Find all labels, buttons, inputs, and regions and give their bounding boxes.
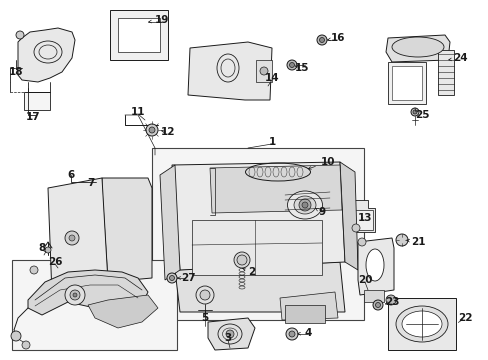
Bar (192, 220, 321, 275)
Polygon shape (357, 238, 393, 295)
Text: 27: 27 (177, 273, 195, 283)
Circle shape (412, 110, 416, 114)
Text: 20: 20 (357, 275, 371, 285)
Circle shape (149, 127, 155, 133)
Bar (391, 66, 421, 100)
Ellipse shape (391, 37, 443, 57)
Text: 17: 17 (26, 112, 40, 122)
Circle shape (237, 255, 246, 265)
Text: 13: 13 (357, 213, 371, 223)
Circle shape (372, 300, 382, 310)
Polygon shape (28, 270, 148, 315)
Circle shape (200, 290, 209, 300)
Bar (363, 290, 383, 302)
Text: 12: 12 (161, 127, 175, 137)
Circle shape (65, 285, 85, 305)
Bar (387, 62, 425, 104)
Circle shape (16, 31, 24, 39)
Bar (24, 92, 50, 110)
Polygon shape (160, 165, 180, 280)
Polygon shape (209, 165, 341, 213)
Polygon shape (280, 292, 337, 320)
Circle shape (73, 293, 77, 297)
Circle shape (357, 238, 365, 246)
Ellipse shape (401, 311, 441, 337)
Text: 9: 9 (315, 207, 325, 217)
Text: 25: 25 (414, 110, 428, 120)
Circle shape (169, 275, 174, 280)
Bar (387, 298, 455, 350)
Circle shape (302, 202, 307, 208)
Bar (12, 260, 177, 350)
Ellipse shape (287, 191, 322, 219)
Text: 22: 22 (457, 313, 471, 323)
Ellipse shape (365, 249, 383, 281)
Circle shape (410, 108, 418, 116)
Bar (118, 18, 160, 52)
Circle shape (395, 234, 407, 246)
Circle shape (289, 63, 294, 68)
Polygon shape (88, 295, 158, 328)
Circle shape (70, 290, 80, 300)
Circle shape (285, 328, 297, 340)
Circle shape (286, 60, 296, 70)
Polygon shape (18, 28, 75, 82)
Ellipse shape (293, 196, 315, 214)
Bar (354, 210, 372, 230)
Text: 1: 1 (268, 137, 275, 147)
Text: 6: 6 (67, 170, 75, 180)
Circle shape (22, 341, 30, 349)
Text: 15: 15 (294, 63, 308, 73)
Bar (256, 60, 271, 82)
Bar (110, 10, 168, 60)
Polygon shape (187, 42, 271, 100)
Text: 19: 19 (148, 15, 169, 25)
Circle shape (234, 252, 249, 268)
Polygon shape (385, 35, 449, 62)
Text: 8: 8 (38, 243, 45, 253)
Polygon shape (207, 318, 254, 350)
Circle shape (69, 235, 75, 241)
Circle shape (146, 124, 158, 136)
Text: 4: 4 (297, 328, 311, 338)
Bar (152, 148, 363, 320)
Bar (437, 50, 453, 95)
Text: 24: 24 (448, 53, 467, 63)
Text: 21: 21 (406, 237, 425, 247)
Circle shape (351, 224, 359, 232)
Text: 5: 5 (201, 313, 208, 323)
Circle shape (319, 37, 324, 42)
Circle shape (298, 199, 310, 211)
Circle shape (30, 266, 38, 274)
Polygon shape (339, 162, 357, 270)
Polygon shape (172, 162, 345, 270)
Circle shape (316, 35, 326, 45)
Polygon shape (175, 262, 345, 312)
Text: 11: 11 (130, 107, 145, 117)
Circle shape (288, 331, 294, 337)
Text: 2: 2 (242, 267, 255, 277)
Bar (285, 305, 325, 323)
Text: 3: 3 (224, 333, 231, 343)
Circle shape (65, 231, 79, 245)
Circle shape (167, 273, 177, 283)
Text: 18: 18 (9, 67, 23, 77)
Text: 16: 16 (327, 33, 345, 43)
Circle shape (375, 302, 380, 307)
Circle shape (260, 67, 267, 75)
Text: 23: 23 (384, 297, 398, 307)
Circle shape (11, 331, 21, 341)
Circle shape (385, 295, 395, 305)
Circle shape (45, 247, 51, 253)
Text: 10: 10 (308, 157, 335, 169)
Text: 26: 26 (48, 257, 62, 267)
Polygon shape (351, 200, 374, 232)
Ellipse shape (395, 306, 447, 342)
Circle shape (196, 286, 214, 304)
Circle shape (225, 330, 234, 338)
Polygon shape (48, 178, 108, 295)
Polygon shape (102, 178, 152, 282)
Text: 7: 7 (87, 178, 95, 188)
Text: 14: 14 (264, 73, 279, 83)
